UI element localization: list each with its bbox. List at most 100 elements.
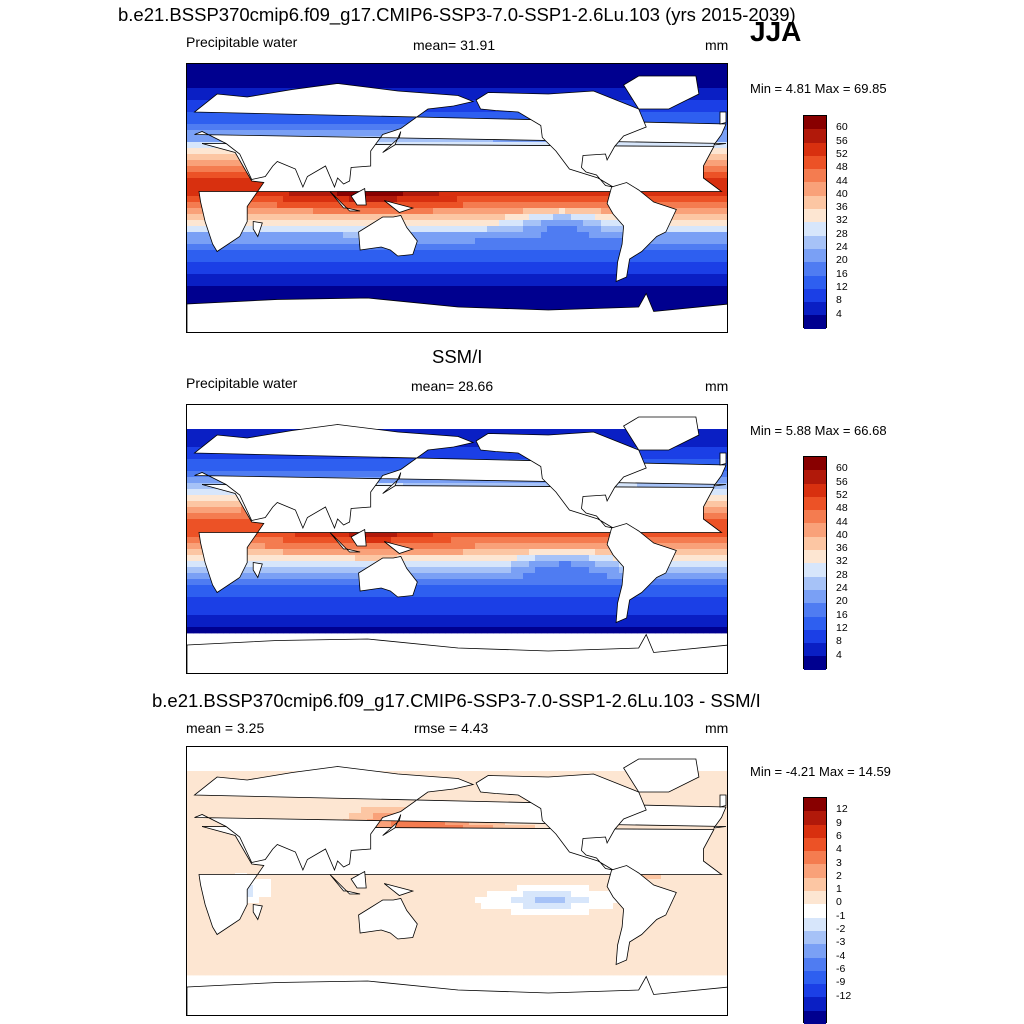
field-cell — [337, 262, 344, 269]
field-cell — [547, 76, 554, 83]
field-cell — [595, 76, 602, 83]
field-cell — [553, 304, 560, 311]
field-cell — [511, 220, 518, 227]
field-cell — [475, 292, 482, 299]
field-cell — [397, 465, 404, 472]
field-cell — [475, 94, 482, 101]
field-cell — [463, 94, 470, 101]
field-cell — [541, 64, 548, 71]
field-cell — [349, 238, 356, 245]
field-cell — [457, 429, 464, 436]
field-cell — [349, 459, 356, 466]
field-cell — [199, 250, 206, 257]
field-cell — [229, 256, 236, 263]
field-cell — [187, 238, 194, 245]
field-cell — [463, 280, 470, 287]
field-cell — [727, 208, 728, 214]
field-cell — [289, 82, 296, 89]
field-cell — [247, 244, 254, 251]
field-cell — [517, 208, 524, 215]
field-cell — [685, 459, 692, 466]
field-cell — [553, 232, 560, 239]
field-cell — [409, 70, 416, 77]
field-cell — [679, 64, 686, 71]
field-cell — [457, 256, 464, 263]
field-cell — [301, 70, 308, 77]
field-cell — [271, 274, 278, 281]
field-cell — [475, 112, 482, 119]
field-cell — [337, 70, 344, 77]
field-cell — [259, 262, 266, 269]
field-cell — [727, 64, 728, 70]
field-cell — [475, 64, 482, 71]
field-cell — [697, 64, 704, 71]
field-cell — [355, 465, 362, 472]
colorbar-tick-label: 4 — [836, 307, 842, 320]
field-cell — [421, 190, 428, 197]
field-cell — [583, 76, 590, 83]
field-cell — [697, 429, 704, 436]
field-cell — [511, 250, 518, 257]
field-cell — [217, 160, 224, 167]
field-cell — [571, 292, 578, 299]
field-cell — [271, 256, 278, 263]
field-cell — [637, 280, 644, 287]
field-cell — [541, 238, 548, 245]
field-cell — [247, 453, 254, 460]
field-cell — [457, 250, 464, 257]
field-cell — [685, 244, 692, 251]
field-cell — [289, 202, 296, 209]
field-cell — [433, 298, 440, 305]
field-cell — [199, 178, 206, 185]
field-cell — [571, 274, 578, 281]
field-cell — [451, 298, 458, 305]
field-cell — [313, 220, 320, 227]
field-cell — [577, 244, 584, 251]
field-cell — [337, 202, 344, 209]
field-cell — [499, 292, 506, 299]
field-cell — [349, 190, 356, 197]
field-cell — [547, 268, 554, 275]
field-cell — [331, 262, 338, 269]
field-cell — [529, 250, 536, 257]
field-cell — [445, 268, 452, 275]
field-cell — [649, 70, 656, 77]
field-cell — [607, 238, 614, 245]
field-cell — [667, 238, 674, 245]
field-cell — [367, 76, 374, 83]
field-cell — [271, 190, 278, 197]
field-cell — [289, 459, 296, 466]
field-cell — [667, 280, 674, 287]
field-cell — [709, 256, 716, 263]
field-cell — [385, 76, 392, 83]
field-cell — [697, 106, 704, 113]
field-cell — [487, 250, 494, 257]
field-cell — [259, 124, 266, 131]
field-cell — [367, 274, 374, 281]
field-cell — [457, 226, 464, 233]
field-cell — [193, 118, 200, 125]
field-cell — [301, 76, 308, 83]
field-cell — [727, 238, 728, 244]
field-cell — [265, 268, 272, 275]
field-cell — [229, 154, 236, 161]
field-cell — [397, 256, 404, 263]
field-cell — [415, 477, 422, 484]
field-cell — [271, 232, 278, 239]
field-cell — [385, 477, 392, 484]
field-cell — [499, 274, 506, 281]
field-cell — [523, 292, 530, 299]
field-cell — [709, 76, 716, 83]
field-cell — [217, 256, 224, 263]
field-cell — [247, 112, 254, 119]
field-cell — [523, 214, 530, 221]
field-cell — [691, 286, 698, 293]
field-cell — [583, 304, 590, 311]
field-cell — [727, 441, 728, 447]
field-cell — [235, 244, 242, 251]
field-cell — [715, 160, 722, 167]
field-cell — [295, 208, 302, 215]
field-cell — [355, 232, 362, 239]
field-cell — [457, 262, 464, 269]
field-cell — [313, 274, 320, 281]
